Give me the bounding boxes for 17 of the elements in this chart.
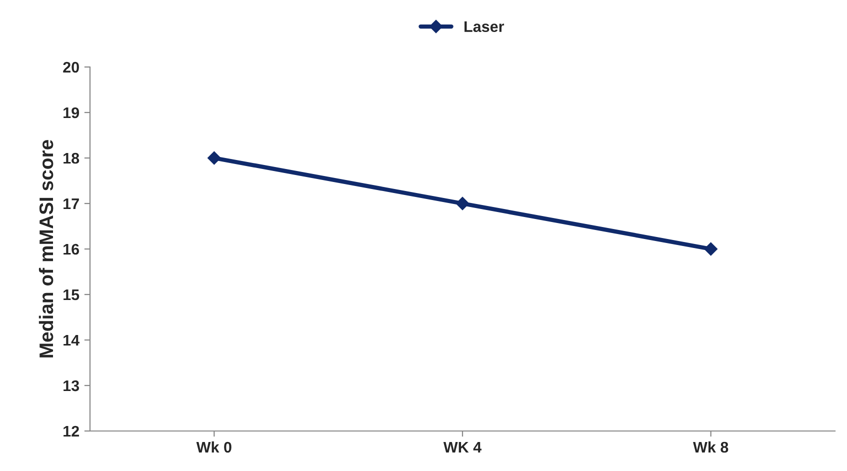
y-axis-title: Median of mMASI score xyxy=(38,140,54,358)
point xyxy=(704,242,718,256)
y-tick-label: 16 xyxy=(64,244,80,255)
x-tick-label: Wk 0 xyxy=(196,441,232,453)
y-tick-label: 13 xyxy=(64,380,80,392)
y-tick-label: 12 xyxy=(64,426,79,437)
y-tick-label: 19 xyxy=(64,107,80,118)
y-tick-label: 15 xyxy=(64,290,80,300)
y-tick-label: 14 xyxy=(64,335,80,346)
point xyxy=(208,151,221,165)
y-tick-label: 18 xyxy=(64,152,80,164)
x-tick-label: Wk 8 xyxy=(693,441,728,453)
point xyxy=(456,196,470,210)
y-tick-label: 17 xyxy=(64,198,79,210)
x-tick-label: WK 4 xyxy=(443,442,482,452)
legend-label: Laser xyxy=(464,21,504,32)
y-tick-label: 20 xyxy=(63,62,79,73)
